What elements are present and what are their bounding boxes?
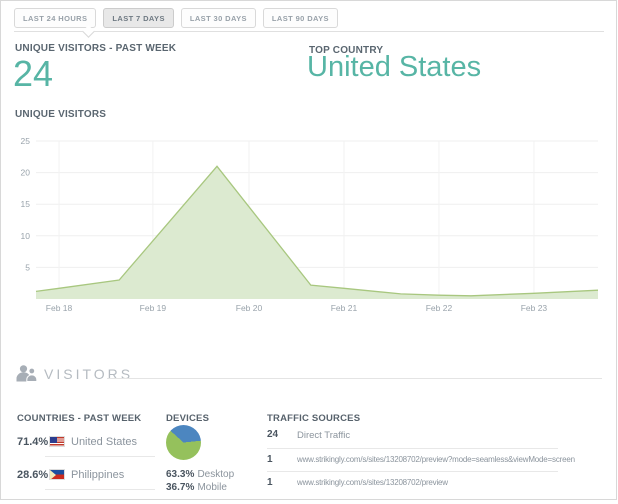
visitors-people-icon [16, 365, 37, 382]
country-row: 71.4% United States [17, 433, 157, 457]
countries-panel: COUNTRIES - PAST WEEK 71.4% United State… [17, 413, 157, 490]
unique-visitors-stat-label: UNIQUE VISITORS - PAST WEEK [15, 43, 177, 54]
devices-legend: 63.3% Desktop 36.7% Mobile [166, 466, 235, 493]
svg-text:20: 20 [21, 168, 31, 178]
svg-text:Feb 18: Feb 18 [46, 303, 73, 313]
tab-last-90-days[interactable]: LAST 90 DAYS [262, 8, 338, 28]
traffic-sources-panel: TRAFFIC SOURCES 24 Direct Traffic 1 www.… [267, 413, 575, 494]
traffic-source-url: www.strikingly.com/s/sites/13208702/prev… [297, 478, 448, 487]
svg-text:Feb 21: Feb 21 [331, 303, 358, 313]
traffic-count: 1 [267, 477, 273, 488]
visitors-section-title: VISITORS [44, 365, 134, 382]
ph-flag-icon [49, 469, 65, 480]
traffic-source-url: www.strikingly.com/s/sites/13208702/prev… [297, 455, 575, 464]
svg-text:10: 10 [21, 231, 31, 241]
mobile-percent: 36.7% [166, 482, 195, 493]
legend-row-desktop: 63.3% Desktop [166, 466, 235, 480]
desktop-label: Desktop [197, 469, 235, 480]
top-country-stat-label: TOP COUNTRY [309, 45, 384, 56]
tab-last-30-days[interactable]: LAST 30 DAYS [180, 8, 256, 28]
devices-panel: DEVICES 63.3% Desktop 36.7% Mobile [166, 413, 261, 493]
countries-header: COUNTRIES - PAST WEEK [17, 413, 142, 424]
country-name: Philippines [71, 469, 125, 481]
country-percent: 71.4% [17, 436, 49, 448]
legend-row-mobile: 36.7% Mobile [166, 479, 234, 493]
svg-text:Feb 22: Feb 22 [426, 303, 453, 313]
unique-visitors-area-chart: 5 10 15 20 25 Feb 18 Feb 19 Feb 20 Feb 21 Feb 22 F… [21, 136, 599, 313]
traffic-row: 24 Direct Traffic [267, 424, 558, 449]
devices-header: DEVICES [166, 413, 210, 424]
traffic-source: Direct Traffic [297, 430, 351, 441]
visitors-section-rule [107, 378, 602, 379]
country-name: United States [71, 436, 138, 448]
date-range-tabbar: LAST 24 HOURS LAST 7 DAYS LAST 30 DAYS L… [14, 8, 338, 28]
svg-text:Feb 23: Feb 23 [521, 303, 548, 313]
svg-text:5: 5 [25, 262, 30, 272]
traffic-row: 1 www.strikingly.com/s/sites/13208702/pr… [267, 472, 558, 494]
desktop-percent: 63.3% [166, 469, 195, 480]
top-country-stat-value: United States [307, 51, 482, 83]
country-row-divider [45, 489, 155, 490]
mobile-label: Mobile [197, 482, 227, 493]
country-row: 28.6% Philippines [17, 466, 157, 490]
svg-text:15: 15 [21, 199, 31, 209]
svg-text:Feb 20: Feb 20 [236, 303, 263, 313]
country-row-divider [45, 456, 155, 457]
country-percent: 28.6% [17, 469, 49, 481]
traffic-count: 1 [267, 454, 273, 465]
tab-last-24-hours[interactable]: LAST 24 HOURS [14, 8, 97, 28]
visitors-section-header: VISITORS [16, 365, 133, 382]
unique-visitors-stat-value: 24 [13, 53, 54, 94]
devices-pie-chart [166, 425, 201, 460]
traffic-row: 1 www.strikingly.com/s/sites/13208702/pr… [267, 449, 575, 472]
tab-last-7-days[interactable]: LAST 7 DAYS [103, 8, 174, 28]
traffic-count: 24 [267, 429, 279, 440]
tabbar-divider [14, 31, 604, 32]
svg-text:Feb 19: Feb 19 [140, 303, 167, 313]
chart-title: UNIQUE VISITORS [15, 109, 107, 120]
svg-text:25: 25 [21, 136, 31, 146]
us-flag-icon [49, 436, 65, 447]
traffic-sources-header: TRAFFIC SOURCES [267, 413, 361, 424]
